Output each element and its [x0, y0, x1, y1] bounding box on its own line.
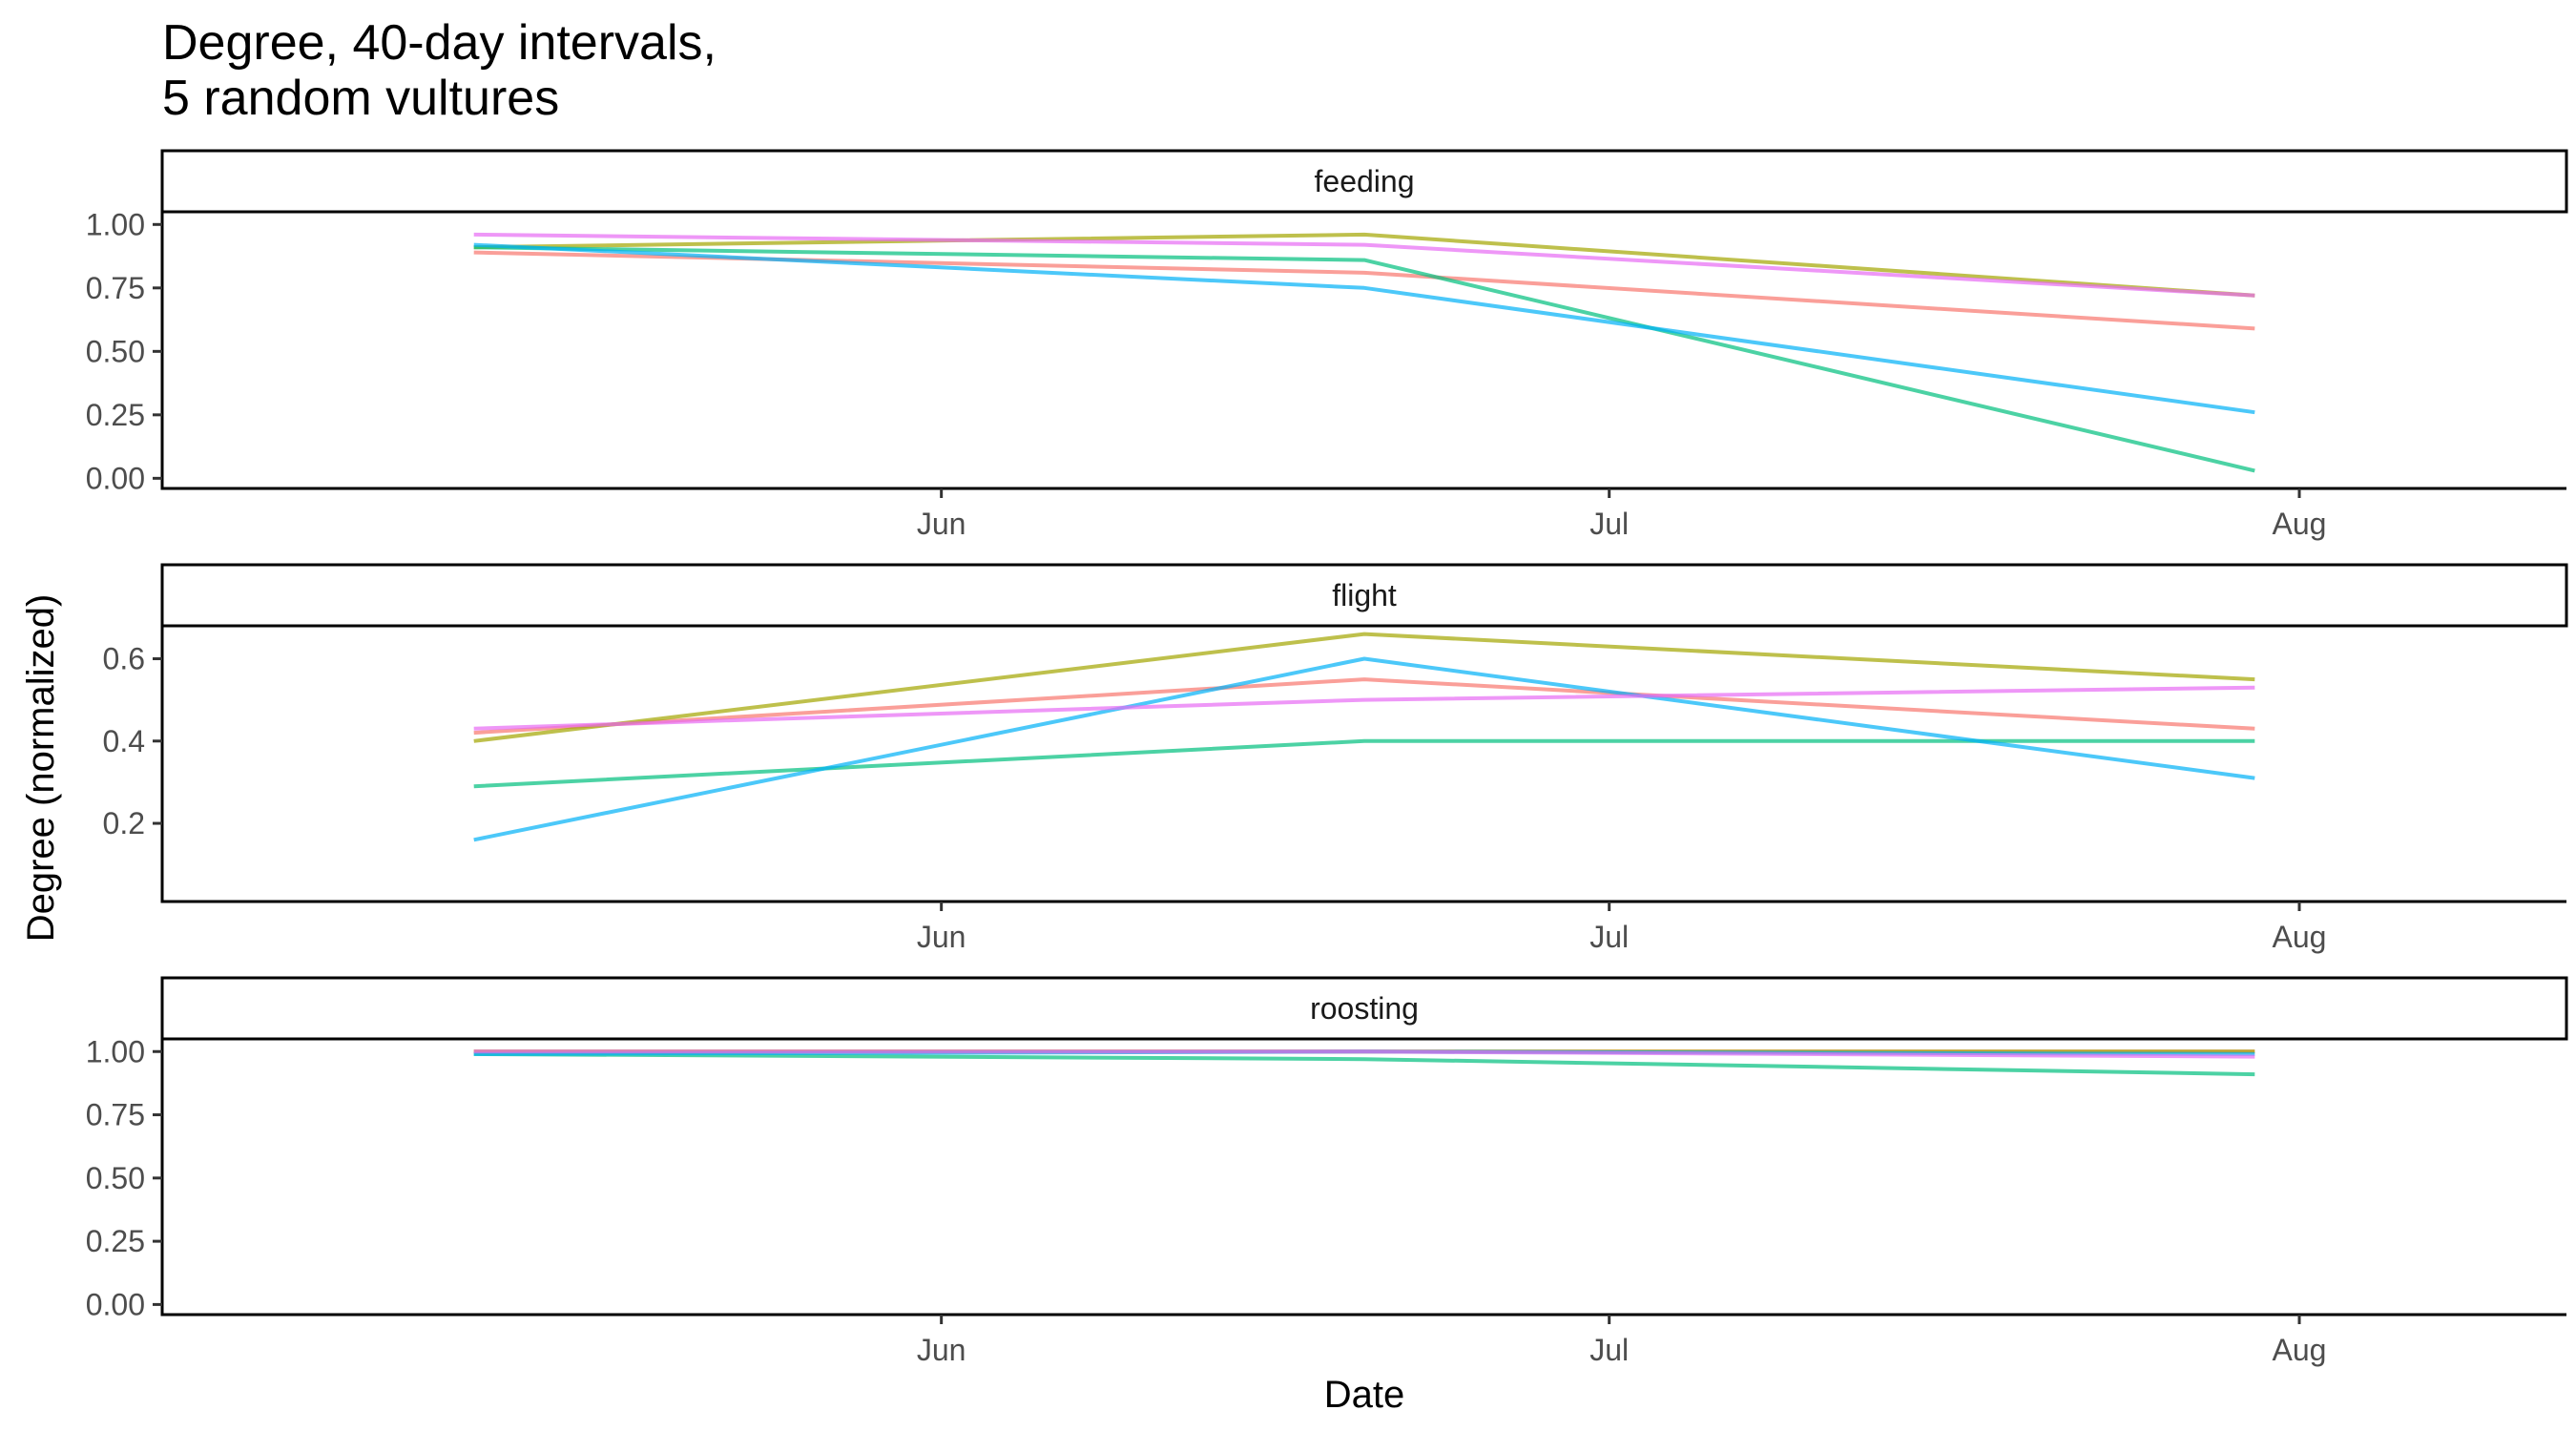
x-tick-label-flight-2: Aug	[2273, 920, 2327, 954]
series-line-flight-5	[473, 685, 2255, 731]
series-line-flight-2	[473, 632, 2255, 743]
x-tick-label-feeding-2: Aug	[2273, 507, 2327, 541]
strip-roosting	[160, 976, 2568, 1041]
y-tick-label-flight-0: 0.2	[103, 806, 145, 840]
chart-title-line-2: 5 random vultures	[162, 71, 559, 126]
y-tick-label-roosting-2: 0.50	[86, 1161, 145, 1195]
x-tick-label-roosting-2: Aug	[2273, 1333, 2327, 1367]
y-tick-label-roosting-0: 0.00	[86, 1287, 145, 1321]
y-tick-label-feeding-4: 1.00	[86, 207, 145, 241]
series-line-roosting-5	[473, 1049, 2255, 1059]
strip-label-flight: flight	[1332, 578, 1397, 612]
y-tick-label-feeding-2: 0.50	[86, 334, 145, 368]
strip-flight	[160, 563, 2568, 628]
series-line-feeding-5	[473, 232, 2255, 298]
y-axis-title: Degree (normalized)	[20, 594, 62, 943]
series-line-feeding-1	[473, 250, 2255, 331]
x-tick-label-roosting-1: Jul	[1589, 1333, 1629, 1367]
series-line-flight-3	[473, 738, 2255, 789]
panel-roosting: roosting 0.00 0.25 0.50 0.75 1.00 Jun Jul Aug	[86, 976, 2568, 1367]
series-line-flight-4	[473, 656, 2255, 842]
x-tick-label-feeding-1: Jul	[1589, 507, 1629, 541]
y-tick-label-roosting-1: 0.25	[86, 1224, 145, 1258]
y-tick-label-flight-2: 0.6	[103, 642, 145, 676]
series-line-roosting-3	[473, 1051, 2255, 1077]
y-tick-label-feeding-3: 0.75	[86, 271, 145, 305]
series-line-feeding-3	[473, 245, 2255, 473]
chart-title-line-1: Degree, 40-day intervals,	[162, 15, 717, 71]
x-tick-label-roosting-0: Jun	[917, 1333, 966, 1367]
strip-feeding	[160, 149, 2568, 214]
x-axis-title: Date	[1324, 1374, 1405, 1416]
panel-flight: flight 0.2 0.4 0.6 Jun Jul Aug	[103, 563, 2568, 954]
y-tick-label-feeding-1: 0.25	[86, 398, 145, 432]
strip-label-roosting: roosting	[1310, 991, 1419, 1026]
strip-label-feeding: feeding	[1315, 164, 1415, 198]
y-tick-label-feeding-0: 0.00	[86, 461, 145, 495]
x-tick-label-flight-0: Jun	[917, 920, 966, 954]
y-tick-label-flight-1: 0.4	[103, 724, 145, 758]
series-line-feeding-2	[473, 232, 2255, 298]
y-tick-label-roosting-4: 1.00	[86, 1034, 145, 1068]
series-line-flight-1	[473, 677, 2255, 736]
x-tick-label-flight-1: Jul	[1589, 920, 1629, 954]
series-line-feeding-4	[473, 242, 2255, 415]
y-tick-label-roosting-3: 0.75	[86, 1098, 145, 1132]
x-tick-label-feeding-0: Jun	[917, 507, 966, 541]
panel-feeding: feeding 0.00 0.25 0.50 0.75 1.00 Jun Jul Aug	[86, 149, 2568, 541]
